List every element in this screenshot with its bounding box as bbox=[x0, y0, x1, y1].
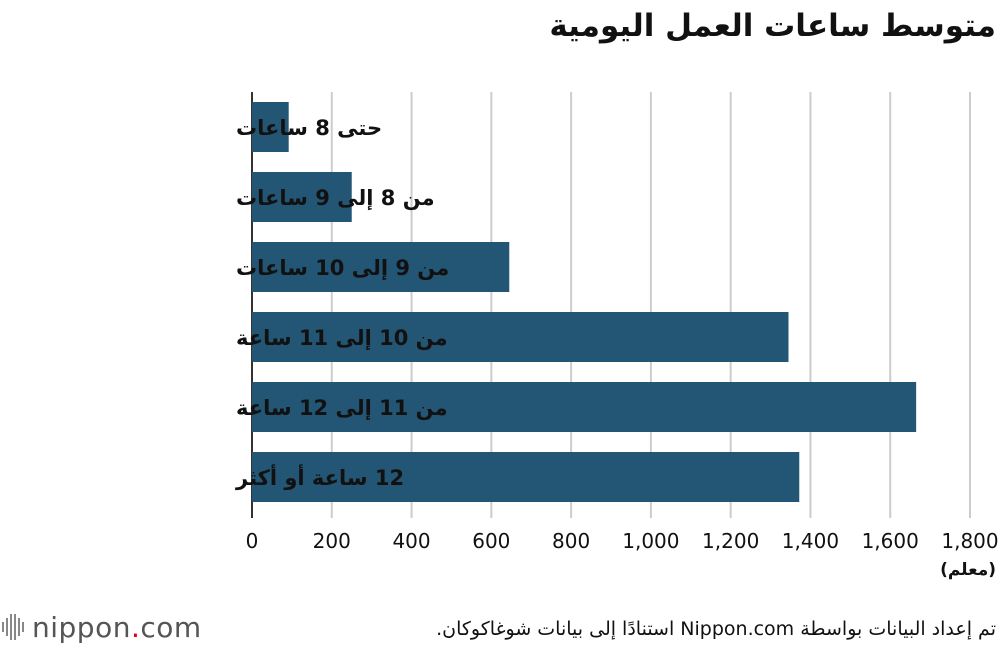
category-label: من 9 إلى 10 ساعات bbox=[236, 256, 449, 280]
x-tick-labels: 0 200 400 600 800 1,000 1,200 1,400 1,600 1,800 bbox=[246, 529, 999, 553]
bar bbox=[252, 452, 800, 502]
category-label: من 11 إلى 12 ساعة bbox=[236, 396, 448, 420]
x-tick-label: 1,600 bbox=[862, 529, 919, 553]
x-tick-label: 400 bbox=[392, 529, 430, 553]
x-tick-label: 0 bbox=[246, 529, 259, 553]
chart-title: متوسط ساعات العمل اليومية bbox=[549, 8, 996, 44]
logo-mark-icon bbox=[2, 614, 24, 640]
x-tick-label: 1,800 bbox=[941, 529, 998, 553]
nippon-logo: nippon.com bbox=[2, 607, 202, 647]
x-tick-label: 200 bbox=[313, 529, 351, 553]
bar bbox=[252, 242, 510, 292]
x-tick-label: 1,000 bbox=[622, 529, 679, 553]
x-tick-label: 1,200 bbox=[702, 529, 759, 553]
x-tick-label: 800 bbox=[552, 529, 590, 553]
category-label: من 10 إلى 11 ساعة bbox=[236, 326, 448, 350]
category-label: 12 ساعة أو أكثر bbox=[235, 463, 404, 490]
category-labels: حتى 8 ساعات من 8 إلى 9 ساعات من 9 إلى 10 س… bbox=[235, 116, 449, 490]
category-label: من 8 إلى 9 ساعات bbox=[236, 186, 435, 210]
grid-lines bbox=[251, 92, 971, 518]
bar bbox=[252, 382, 917, 432]
x-axis-unit: (معلم) bbox=[940, 560, 996, 580]
bars bbox=[252, 102, 917, 502]
bar bbox=[252, 172, 352, 222]
bar bbox=[252, 102, 289, 152]
source-note: تم إعداد البيانات بواسطة Nippon.com استن… bbox=[436, 618, 996, 640]
bar-chart: حتى 8 ساعات من 8 إلى 9 ساعات من 9 إلى 10 س… bbox=[235, 92, 999, 553]
logo-text: nippon.com bbox=[32, 610, 202, 644]
x-tick-label: 1,400 bbox=[782, 529, 839, 553]
x-tick-label: 600 bbox=[472, 529, 510, 553]
category-label: حتى 8 ساعات bbox=[236, 116, 382, 140]
bar bbox=[252, 312, 789, 362]
